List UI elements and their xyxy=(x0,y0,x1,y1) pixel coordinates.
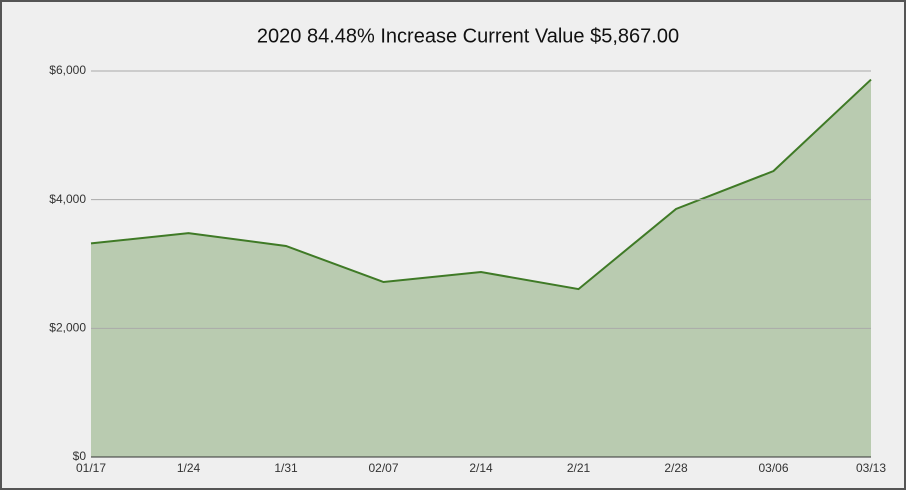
x-tick-label: 1/31 xyxy=(274,461,298,475)
x-tick-label: 2/14 xyxy=(469,461,493,475)
x-tick-label: 01/17 xyxy=(76,461,106,475)
x-tick-label: 2/28 xyxy=(664,461,688,475)
line xyxy=(90,78,872,291)
y-tick-label: $0 xyxy=(73,449,87,463)
y-tick-label: $4,000 xyxy=(49,192,86,206)
y-tick-label: $6,000 xyxy=(49,63,86,77)
x-tick-label: 03/13 xyxy=(856,461,886,475)
x-tick-label: 1/24 xyxy=(177,461,201,475)
x-tick-label: 02/07 xyxy=(368,461,398,475)
x-tick-label: 03/06 xyxy=(758,461,788,475)
x-tick-label: 2/21 xyxy=(567,461,591,475)
y-tick-label: $2,000 xyxy=(49,321,86,335)
area xyxy=(91,79,871,457)
chart-title: 2020 84.48% Increase Current Value $5,86… xyxy=(257,25,679,47)
